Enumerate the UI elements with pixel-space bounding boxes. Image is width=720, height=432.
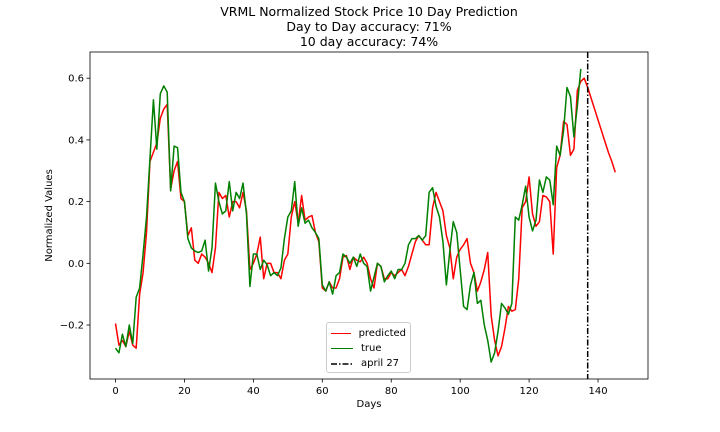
x-tick-label-80: 80 <box>385 386 398 397</box>
y-tick-label-3: 0.4 <box>68 135 84 146</box>
legend-item-predicted: predicted <box>331 326 406 341</box>
x-tick-label-100: 100 <box>451 386 470 397</box>
legend-swatch-true <box>331 348 353 349</box>
legend-item-april-27: april 27 <box>331 356 406 371</box>
x-tick-label-120: 120 <box>520 386 539 397</box>
legend-label-predicted: predicted <box>358 328 406 339</box>
chart-legend: predicted true april 27 <box>326 322 411 373</box>
chart-subtitle-day-accuracy: Day to Day accuracy: 71% <box>286 19 452 34</box>
chart-subtitle-ten-day-accuracy: 10 day accuracy: 74% <box>299 34 439 49</box>
legend-label-april-27: april 27 <box>361 358 400 369</box>
y-tick-label-1: 0.0 <box>68 259 84 270</box>
y-tick-label-4: 0.6 <box>68 74 84 85</box>
legend-item-true: true <box>331 341 406 356</box>
y-tick-label-2: 0.2 <box>68 197 84 208</box>
axes-frame <box>89 51 649 380</box>
x-axis-label: Days <box>357 399 382 410</box>
x-tick-label-20: 20 <box>178 386 191 397</box>
x-tick-label-60: 60 <box>316 386 329 397</box>
series-layer <box>114 52 616 379</box>
legend-swatch-predicted <box>331 333 351 334</box>
series-line-predicted <box>114 77 616 357</box>
series-line-true <box>114 68 582 363</box>
chart-title: VRML Normalized Stock Price 10 Day Predi… <box>220 4 518 19</box>
x-tick-label-0: 0 <box>112 386 118 397</box>
axes-border <box>89 51 649 380</box>
axis-ticks: 0 20 40 60 80 100 120 140 −0.2 0.0 0.2 0.4 0.6 Days No… <box>44 74 608 410</box>
x-tick-label-40: 40 <box>247 386 260 397</box>
y-tick-label-0: −0.2 <box>60 321 84 332</box>
legend-label-true: true <box>361 343 382 354</box>
y-axis-label: Normalized Values <box>44 169 55 262</box>
x-tick-label-140: 140 <box>588 386 607 397</box>
